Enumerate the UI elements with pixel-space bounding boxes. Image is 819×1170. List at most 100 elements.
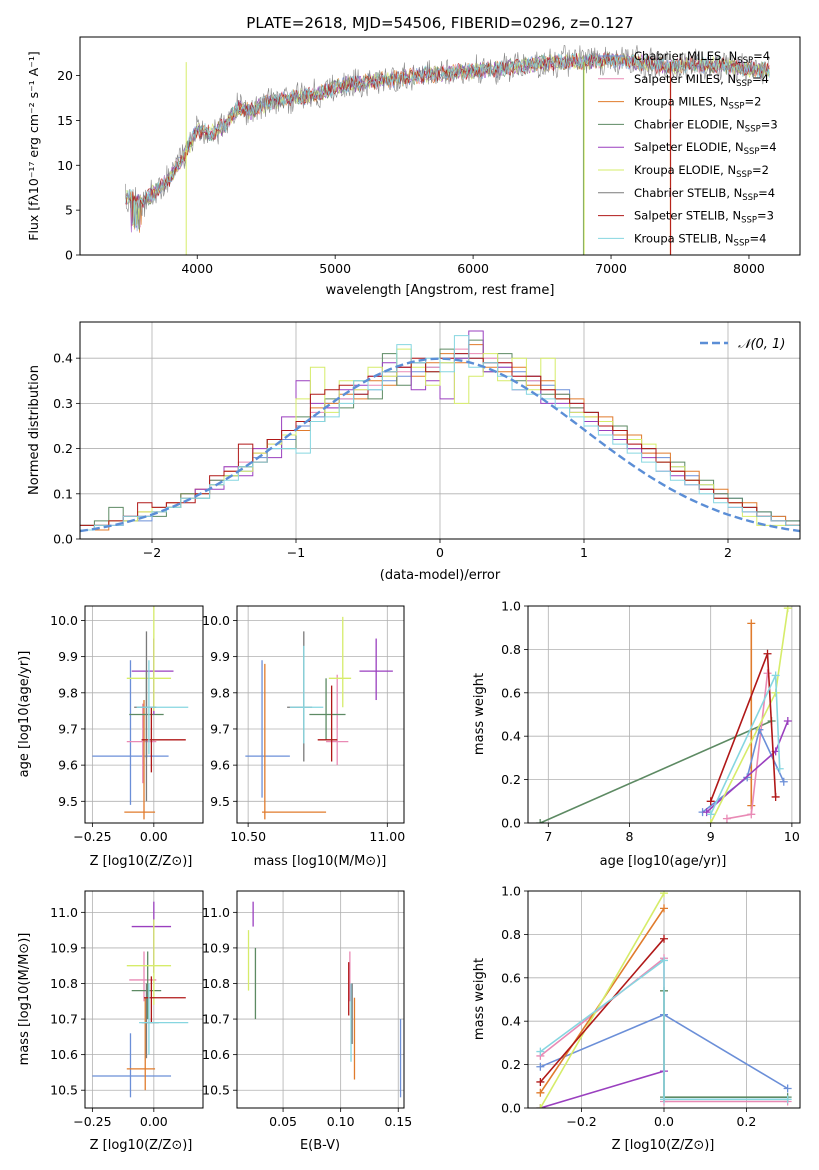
weight-line: [539, 938, 665, 1083]
ebv-mass-x-label: E(B-V): [300, 1138, 340, 1153]
y-tick-label: 9.8: [58, 685, 78, 700]
weight-marker: [775, 764, 784, 773]
weight-line: [540, 1070, 665, 1108]
plot-frame: [236, 605, 405, 824]
y-tick-label: 5: [65, 203, 73, 218]
weight-marker: [783, 1095, 792, 1104]
y-tick-label: 9.5: [210, 794, 230, 809]
plot-area: [536, 891, 792, 1108]
x-tick-label: 0.10: [327, 1114, 355, 1129]
weight-marker: [763, 669, 772, 678]
weight-marker: [771, 671, 780, 680]
weight-marker: [702, 808, 711, 817]
x-tick-label: 8: [626, 829, 634, 844]
y-tick-label: 0.6: [501, 685, 521, 700]
y-tick-label: 0.4: [501, 1014, 521, 1029]
legend-label: Kroupa ELODIE, NSSP=2: [634, 163, 769, 180]
x-tick-label: 0.00: [140, 829, 168, 844]
x-tick-label: 6000: [457, 261, 489, 276]
spectrum-x-axis-label: wavelength [Angstrom, rest frame]: [326, 283, 555, 298]
z-weight-panel: −0.2 0.0 0.2 0.0 0.2 0.4 0.6 0.8 1.0: [501, 884, 801, 1129]
spectrum-y-axis-label: Flux [fλ10⁻¹⁷ erg cm⁻² s⁻¹ A⁻¹]: [26, 51, 41, 240]
age-weight-x-label: age [log10(age/yr)]: [600, 854, 727, 869]
y-tick-label: 9.8: [210, 685, 230, 700]
y-tick-label: 0.0: [53, 532, 73, 547]
y-tick-label: 9.7: [58, 721, 78, 736]
weight-marker: [706, 819, 715, 823]
x-tick-label: −0.2: [566, 1114, 596, 1129]
plot-area: [80, 330, 800, 533]
x-tick-label: 0.05: [269, 1114, 297, 1129]
x-tick-label: −1: [287, 545, 305, 560]
y-tick-label: 9.5: [58, 794, 78, 809]
spectrum-series-line: [125, 53, 770, 229]
y-tick-label: 0.8: [501, 642, 521, 657]
weight-marker: [771, 792, 780, 801]
weight-marker: [779, 777, 788, 786]
y-tick-label: 11.0: [202, 905, 230, 920]
y-tick-label: 0.0: [501, 1101, 521, 1116]
y-tick-label: 0.4: [501, 729, 521, 744]
weight-marker: [747, 810, 756, 819]
plot-frame: [527, 605, 801, 824]
mass-age-panel: 10.50 11.00 9.5 9.6 9.7 9.8 9.9 10.0: [202, 605, 405, 844]
weight-marker: [743, 773, 752, 782]
y-tick-label: 0.2: [53, 441, 73, 456]
z-age-panel: −0.25 0.00 9.5 9.6 9.7 9.8 9.9 10.0: [50, 605, 204, 844]
x-tick-label: 7: [544, 829, 552, 844]
weight-marker: [536, 1047, 545, 1056]
y-tick-label: 9.6: [210, 758, 230, 773]
x-tick-label: −0.25: [73, 829, 111, 844]
y-tick-label: 10.5: [50, 1083, 78, 1098]
y-tick-label: 0.8: [501, 927, 521, 942]
x-tick-label: 10.50: [230, 829, 266, 844]
weight-marker: [660, 1095, 668, 1104]
x-tick-label: 11.00: [369, 829, 405, 844]
age-weight-panel: 7 8 9 10 0.0 0.2 0.4 0.6 0.8 1.0: [501, 599, 801, 844]
y-tick-label: 10.7: [50, 1012, 78, 1027]
weight-line: [539, 720, 772, 823]
weight-marker: [763, 649, 772, 658]
weight-marker: [660, 904, 668, 913]
x-tick-label: −2: [143, 545, 161, 560]
legend-label: Chabrier STELIB, NSSP=4: [634, 186, 775, 203]
y-tick-label: 10.9: [202, 940, 230, 955]
x-tick-label: 0.0: [654, 1114, 674, 1129]
residual-histogram-panel: −2 −1 0 1 2 0.0 0.1 0.2 0.3 0.4 𝒩(0, 1): [53, 321, 801, 560]
z-age-y-label: age [log10(age/yr)]: [17, 651, 32, 778]
x-tick-label: 1: [580, 545, 588, 560]
weight-marker: [660, 891, 668, 898]
plot-area: [536, 606, 792, 823]
weight-line: [726, 673, 769, 820]
y-tick-label: 0: [65, 248, 73, 263]
weight-marker: [706, 810, 715, 819]
normal-curve: [80, 357, 800, 533]
y-tick-label: 10.0: [202, 613, 230, 628]
y-tick-label: 20: [57, 68, 73, 83]
x-tick-label: 0: [436, 545, 444, 560]
weight-marker: [536, 1088, 545, 1097]
x-tick-label: 0.15: [384, 1114, 412, 1129]
z-weight-y-label: mass weight: [472, 958, 487, 1040]
plot-area: [247, 901, 402, 1098]
weight-marker: [660, 956, 668, 965]
x-tick-label: 0.00: [140, 1114, 168, 1129]
y-tick-label: 1.0: [501, 599, 521, 614]
weight-marker: [536, 1062, 545, 1071]
y-tick-label: 0.3: [53, 396, 73, 411]
z-mass-panel: −0.25 0.00 10.5 10.6 10.7 10.8 10.9 11.0: [50, 890, 204, 1129]
plot-frame: [84, 890, 204, 1109]
histogram-y-axis-label: Normed distribution: [27, 365, 42, 495]
y-tick-label: 9.9: [210, 649, 230, 664]
weight-line: [702, 727, 785, 813]
legend-label: Kroupa MILES, NSSP=2: [634, 95, 761, 112]
weight-line: [539, 892, 665, 1108]
z-mass-y-label: mass [log10(M/M⊙)]: [17, 933, 32, 1066]
y-tick-label: 9.9: [58, 649, 78, 664]
y-tick-label: 10: [57, 158, 73, 173]
y-tick-label: 0.0: [501, 816, 521, 831]
y-tick-label: 10.8: [202, 976, 230, 991]
y-tick-label: 9.7: [210, 721, 230, 736]
y-tick-label: 10.7: [202, 1012, 230, 1027]
